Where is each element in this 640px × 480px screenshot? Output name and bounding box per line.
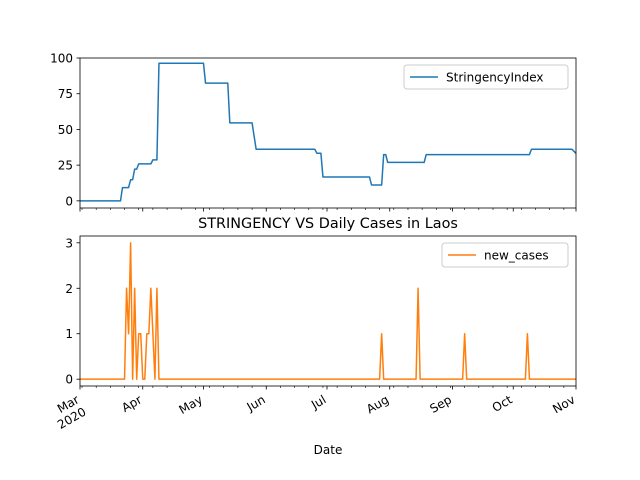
y-tick-label: 2	[65, 282, 73, 296]
y-tick-label: 50	[58, 123, 73, 137]
y-tick-label: 100	[50, 52, 73, 66]
stringency-legend: StringencyIndex	[403, 64, 569, 90]
y-tick-label: 75	[58, 87, 73, 101]
y-tick-label: 0	[65, 373, 73, 387]
y-tick-label: 0	[65, 194, 73, 208]
y-tick-label: 3	[65, 236, 73, 250]
legend-box	[403, 64, 569, 90]
new-cases-legend: new_cases	[441, 242, 569, 268]
legend-box	[441, 242, 569, 268]
stringencyindex-line	[80, 62, 577, 202]
x-axis-label: Date	[314, 443, 343, 457]
new-cases-line	[80, 242, 576, 380]
legend-label-new-cases: new_cases	[484, 249, 549, 263]
legend-label-stringencyindex: StringencyIndex	[446, 71, 544, 85]
new-cases-plot-frame	[79, 235, 577, 387]
stringency-plot-frame	[79, 57, 577, 209]
y-tick-label: 25	[58, 159, 73, 173]
x-tick-label: Jul	[308, 392, 328, 412]
chart-title: STRINGENCY VS Daily Cases in Laos	[198, 216, 458, 232]
stringency-panel: 0 25 50 75 100 StringencyIndex	[50, 52, 577, 212]
y-tick-label: 1	[65, 327, 73, 341]
